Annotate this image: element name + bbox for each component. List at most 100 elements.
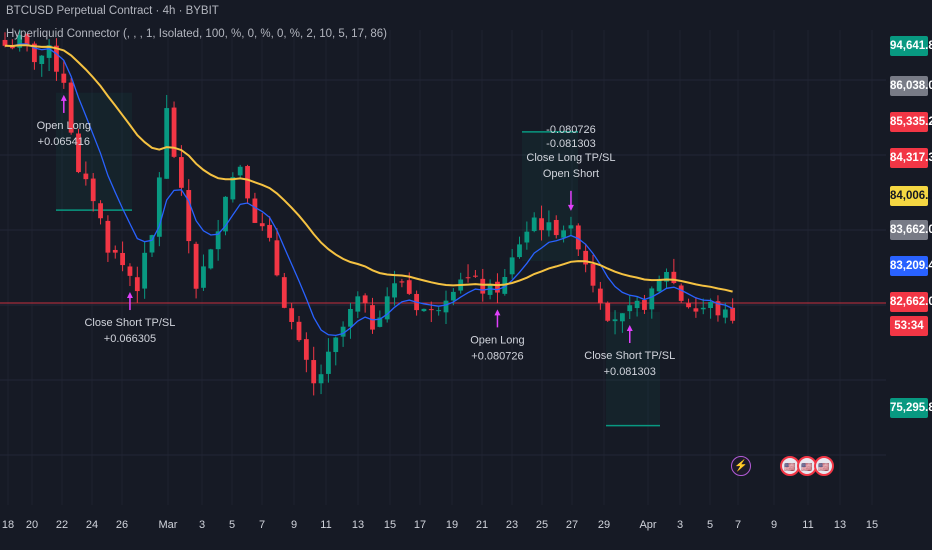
x-tick-label-6: 3 — [199, 519, 205, 531]
x-tick-label-1: 20 — [26, 519, 38, 531]
candle-body-59 — [436, 310, 442, 312]
candle-body-8 — [61, 73, 67, 83]
candle-body-58 — [428, 309, 434, 311]
candle-body-74 — [546, 222, 552, 231]
candle-body-83 — [612, 319, 618, 322]
candle-body-2 — [17, 35, 23, 48]
candle-body-40 — [296, 321, 302, 341]
candle-body-29 — [215, 231, 221, 250]
close-long-open-short-label-2: Open Short — [543, 168, 599, 180]
candle-body-28 — [208, 249, 214, 269]
candle-body-82 — [605, 302, 611, 321]
candle-body-99 — [730, 307, 736, 321]
x-tick-label-17: 25 — [536, 519, 548, 531]
candle-body-19 — [142, 252, 148, 289]
close-short-1-value: +0.066305 — [104, 333, 156, 345]
x-tick-label-26: 13 — [834, 519, 846, 531]
candle-body-63 — [465, 277, 471, 279]
x-tick-label-20: Apr — [639, 519, 656, 531]
candle-body-11 — [83, 173, 89, 180]
candle-body-47 — [348, 308, 353, 327]
ma-fast-line — [4, 43, 733, 337]
x-tick-label-14: 19 — [446, 519, 458, 531]
open-long-1-label: Open Long — [37, 120, 91, 132]
close-short-1-label: Close Short TP/SL — [84, 317, 175, 329]
candle-body-80 — [590, 263, 596, 286]
candle-body-76 — [561, 230, 566, 238]
x-tick-label-0: 18 — [2, 519, 14, 531]
x-tick-label-8: 7 — [259, 519, 265, 531]
candle-body-10 — [76, 133, 81, 173]
bolt-event-icon[interactable]: ⚡ — [731, 456, 751, 476]
candle-body-93 — [686, 303, 691, 308]
candle-body-89 — [656, 278, 662, 292]
candle-body-73 — [539, 218, 544, 231]
ma-slow-line — [4, 44, 733, 293]
candle-body-48 — [355, 296, 361, 312]
candle-body-92 — [678, 285, 684, 301]
candle-body-81 — [597, 288, 603, 304]
candle-body-52 — [384, 296, 390, 320]
candle-body-0 — [2, 39, 8, 46]
x-tick-label-3: 24 — [86, 519, 98, 531]
x-tick-label-25: 11 — [802, 519, 813, 531]
candle-body-30 — [223, 196, 228, 232]
candle-body-54 — [399, 281, 405, 283]
candle-body-87 — [642, 300, 647, 310]
x-tick-label-21: 3 — [677, 519, 683, 531]
x-tick-label-18: 27 — [566, 519, 578, 531]
open-long-1-arrow-head — [60, 94, 67, 101]
candle-body-71 — [524, 231, 530, 243]
candle-body-61 — [450, 291, 456, 301]
price-tag-4: 84,006.0 — [890, 186, 932, 206]
price-tag-2: 85,335.2 — [890, 112, 932, 132]
candle-body-85 — [627, 305, 633, 312]
close-short-2-value: +0.081303 — [604, 366, 656, 378]
candle-body-65 — [480, 278, 486, 294]
indicator-label[interactable]: Hyperliquid Connector (, , , 1, Isolated… — [6, 28, 387, 40]
close-long-open-short-value: -0.080726 — [546, 124, 596, 136]
candle-body-49 — [362, 295, 368, 304]
candle-body-43 — [318, 374, 324, 384]
candle-body-15 — [112, 249, 118, 253]
candle-body-13 — [98, 203, 103, 219]
price-tag-9: 75,295.8 — [890, 398, 932, 418]
candle-body-39 — [289, 308, 295, 322]
candle-body-95 — [700, 307, 706, 310]
candle-body-91 — [671, 271, 677, 284]
price-tag-7: 82,662.0 — [890, 292, 932, 312]
candle-body-72 — [531, 217, 537, 232]
candle-body-84 — [620, 313, 625, 322]
candle-body-55 — [406, 280, 412, 294]
candle-body-75 — [553, 219, 559, 236]
close-long-open-short-label: Close Long TP/SL — [526, 152, 615, 164]
us-flag-event-icon-3[interactable]: 🇺🇸 — [814, 456, 834, 476]
close-long-open-short-value-2: -0.081303 — [546, 138, 596, 150]
candle-body-14 — [105, 220, 111, 253]
x-tick-label-13: 17 — [414, 519, 426, 531]
candle-body-53 — [392, 283, 397, 298]
candle-body-38 — [281, 277, 287, 308]
candle-body-27 — [201, 266, 206, 288]
candle-body-57 — [421, 308, 427, 312]
close-short-2-label: Close Short TP/SL — [584, 350, 675, 362]
candle-body-44 — [326, 351, 331, 374]
candle-body-98 — [722, 309, 728, 318]
price-tag-1: 86,038.0 — [890, 76, 932, 96]
candle-body-94 — [693, 308, 699, 312]
close-short-1-arrow-head — [126, 292, 133, 299]
x-tick-label-7: 5 — [229, 519, 235, 531]
candle-body-79 — [583, 250, 589, 265]
candle-body-96 — [708, 301, 713, 308]
candle-body-17 — [127, 266, 133, 276]
candle-body-36 — [267, 224, 272, 238]
candle-body-34 — [252, 198, 258, 223]
candle-body-25 — [186, 190, 192, 242]
candle-body-66 — [487, 284, 493, 295]
x-tick-label-11: 13 — [352, 519, 364, 531]
candle-body-16 — [120, 252, 125, 266]
candle-body-1 — [9, 46, 15, 49]
x-tick-label-27: 15 — [866, 519, 878, 531]
x-tick-label-9: 9 — [291, 519, 297, 531]
